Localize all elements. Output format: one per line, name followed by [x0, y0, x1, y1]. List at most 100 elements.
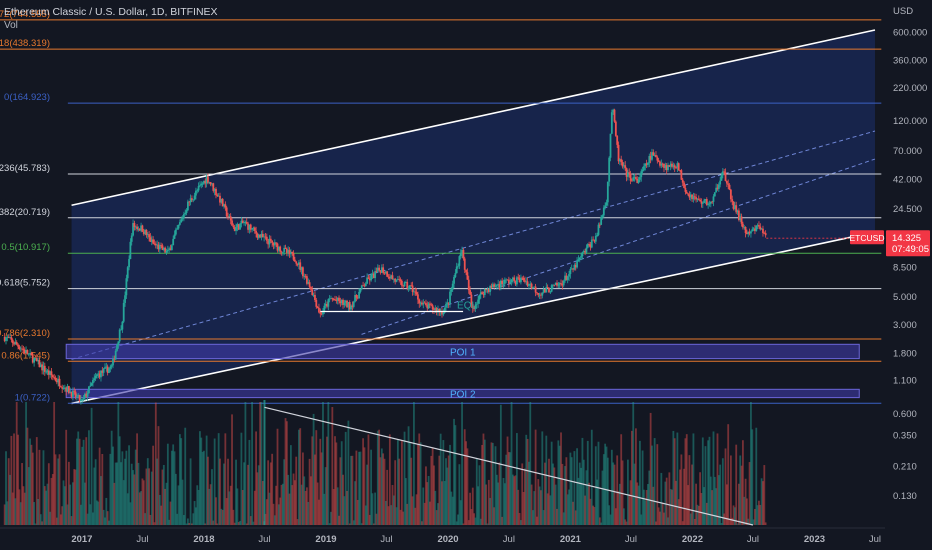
candle-body: [608, 157, 611, 182]
volume-bar: [657, 507, 660, 525]
candle-body: [152, 239, 155, 244]
volume-bar: [414, 507, 417, 525]
volume-bar: [96, 500, 98, 525]
candle-body: [455, 266, 458, 274]
candle-body: [255, 230, 258, 234]
candle-body: [158, 245, 161, 250]
candle-body: [133, 223, 136, 228]
volume-bar: [715, 488, 718, 525]
volume-bar: [239, 520, 241, 525]
volume-bar: [257, 465, 260, 525]
volume-bar: [640, 514, 643, 525]
volume-bar: [352, 520, 355, 525]
volume-bar: [473, 513, 475, 525]
volume-bar: [308, 458, 311, 525]
candle-body: [368, 278, 371, 281]
volume-bar: [438, 455, 441, 525]
candle-body: [727, 183, 730, 185]
volume-bar: [212, 520, 215, 525]
candle-body: [415, 292, 418, 295]
candle-body: [744, 226, 747, 233]
volume-bar: [152, 445, 155, 525]
volume-bar: [548, 458, 550, 525]
candle-body: [6, 337, 9, 339]
volume-bar: [684, 438, 687, 525]
time-tick-label: Jul: [503, 534, 515, 545]
volume-bar: [728, 518, 731, 525]
volume-bar: [271, 453, 274, 525]
candle-body: [517, 277, 520, 279]
candle-body: [47, 370, 50, 375]
volume-bar: [196, 485, 199, 525]
time-axis[interactable]: 2017 Jul 2018 Jul 2019 Jul 2020 Jul 2021 Jul 2022 J…: [0, 527, 885, 545]
candle-body: [299, 262, 302, 270]
volume-bar: [737, 483, 740, 525]
volume-bar: [291, 485, 294, 525]
volume-bar: [586, 440, 589, 525]
candle-body: [703, 200, 706, 204]
candle-body: [160, 245, 163, 246]
volume-bar: [362, 438, 364, 525]
volume-bar: [760, 478, 763, 525]
price-axis[interactable]: USD 600.000 360.000 220.000 120.000 70.000 42.…: [893, 6, 927, 502]
candle-body: [98, 373, 101, 378]
price-tick-label: 120.000: [893, 116, 927, 127]
volume-bar: [477, 486, 480, 525]
candle-body: [340, 299, 343, 304]
volume-bar: [544, 462, 546, 525]
candle-body: [336, 297, 339, 301]
candle-body: [399, 279, 402, 281]
candle-body: [298, 262, 300, 265]
candle-body: [149, 237, 152, 242]
candle-body: [647, 162, 649, 165]
volume-bar: [134, 449, 137, 525]
candle-body: [117, 341, 120, 345]
volume-bar: [38, 449, 41, 525]
candle-body: [363, 285, 366, 287]
candle-body: [162, 247, 165, 250]
candle-body: [292, 253, 295, 260]
volume-bar: [326, 436, 328, 525]
candle-body: [240, 220, 243, 224]
candle-body: [277, 246, 280, 251]
volume-bar: [395, 507, 398, 525]
volume-bar: [661, 502, 664, 525]
candle-body: [122, 302, 125, 322]
volume-bar: [693, 518, 696, 525]
volume-bar: [293, 480, 296, 525]
volume-bar: [287, 474, 290, 525]
candle-body: [13, 343, 15, 345]
volume-bar: [446, 467, 449, 525]
time-tick-label: 2017: [71, 534, 92, 545]
volume-bar: [88, 430, 90, 525]
candle-body: [495, 285, 498, 286]
volume-bar: [280, 484, 283, 525]
volume-bar: [621, 460, 624, 525]
candle-body: [742, 223, 744, 228]
volume-bar: [558, 445, 561, 525]
volume-bar: [695, 483, 697, 525]
candle-body: [659, 161, 661, 166]
symbol-title[interactable]: Ethereum Classic / U.S. Dollar, 1D, BITF…: [4, 6, 218, 18]
price-tick-label: 70.000: [893, 146, 922, 157]
candle-body: [58, 378, 61, 387]
candle-body: [526, 281, 529, 286]
candle-body: [746, 232, 748, 234]
volume-bar: [156, 458, 159, 525]
volume-bar: [263, 400, 266, 525]
candle-body: [441, 310, 443, 315]
volume-bar: [81, 446, 84, 525]
volume-bar: [162, 464, 165, 525]
volume-bar: [170, 450, 173, 525]
volume-bar: [331, 406, 334, 525]
volume-bar: [55, 517, 58, 525]
candle-body: [126, 267, 129, 279]
volume-bar: [754, 508, 756, 525]
volume-bar: [300, 484, 303, 525]
candle-body: [645, 163, 648, 165]
poi-zone: [65, 343, 860, 360]
fib-level-label: -0.272(744.555): [0, 9, 50, 20]
volume-bar: [495, 474, 498, 525]
